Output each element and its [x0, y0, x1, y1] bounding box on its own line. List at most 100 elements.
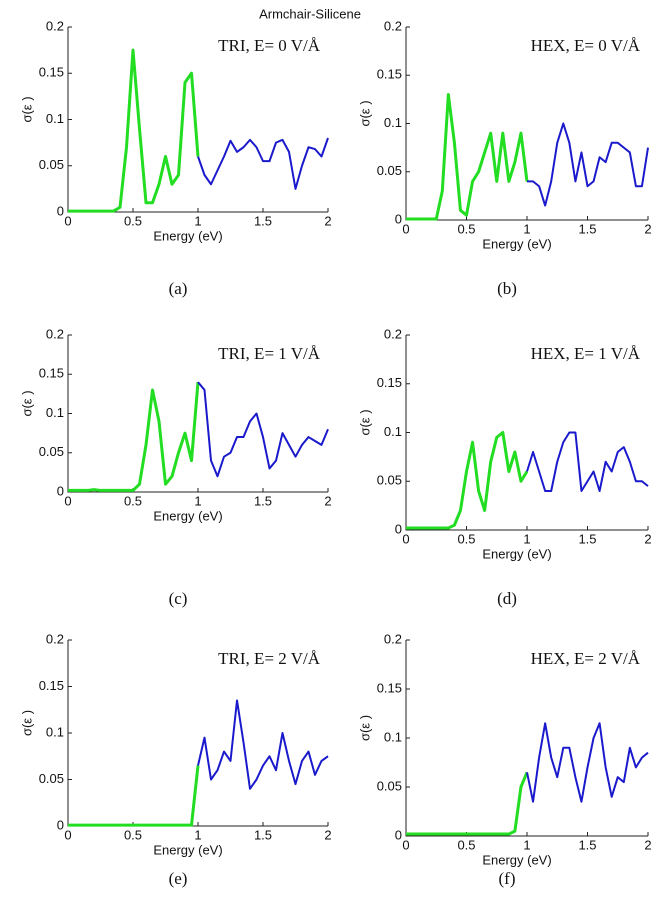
y-tick-label: 0.15: [39, 366, 64, 381]
y-tick-label: 0.05: [377, 778, 402, 793]
data-line: [68, 48, 200, 213]
data-line: [68, 765, 200, 827]
y-tick-label: 0.05: [377, 163, 402, 178]
x-tick-label: 2: [324, 493, 331, 508]
x-tick-label: 2: [324, 213, 331, 228]
data-line: [526, 431, 649, 492]
x-tick-label: 1.5: [578, 531, 596, 546]
x-tick-label: 2: [324, 827, 331, 842]
y-axis-label: σ(ε ): [19, 710, 34, 736]
y-tick-label: 0.1: [46, 724, 64, 739]
y-tick-label: 0: [395, 211, 402, 226]
x-tick-label: 1: [194, 213, 201, 228]
x-tick-label: 1.5: [254, 493, 272, 508]
x-tick-label: 2: [644, 531, 651, 546]
x-tick-label: 1: [194, 493, 201, 508]
y-tick-label: 0.15: [39, 678, 64, 693]
x-axis-label: Energy (eV): [482, 852, 551, 867]
x-tick-label: 0.5: [124, 213, 142, 228]
x-axis-label: Energy (eV): [482, 236, 551, 251]
x-tick-label: 0.5: [124, 493, 142, 508]
x-tick-label: 0: [64, 827, 71, 842]
panel-caption: (b): [497, 279, 517, 298]
y-tick-label: 0.05: [377, 473, 402, 488]
x-tick-label: 1.5: [254, 213, 272, 228]
x-tick-label: 1: [194, 827, 201, 842]
x-tick-label: 0: [64, 213, 71, 228]
data-line: [197, 137, 329, 190]
panel-annotation: HEX, E= 0 V/Å: [531, 36, 641, 55]
x-tick-label: 1: [523, 531, 530, 546]
x-tick-label: 1.5: [578, 221, 596, 236]
x-tick-label: 0.5: [124, 827, 142, 842]
data-line: [406, 771, 529, 836]
x-tick-label: 0.5: [457, 837, 475, 852]
x-tick-label: 1.5: [254, 827, 272, 842]
y-tick-label: 0: [57, 203, 64, 218]
x-tick-label: 0: [402, 531, 409, 546]
panel-annotation: TRI, E= 0 V/Å: [218, 36, 321, 55]
data-line: [406, 431, 529, 530]
panel-caption: (a): [169, 279, 188, 298]
y-axis-label: σ(ε ): [357, 715, 372, 741]
x-tick-label: 2: [644, 837, 651, 852]
y-tick-label: 0.1: [384, 424, 402, 439]
y-tick-label: 0.2: [384, 326, 402, 341]
y-axis-label: σ(ε ): [357, 100, 372, 126]
x-tick-label: 0.5: [457, 531, 475, 546]
x-tick-label: 2: [644, 221, 651, 236]
panel-caption: (e): [169, 869, 188, 888]
data-line: [526, 722, 649, 803]
y-tick-label: 0.1: [384, 729, 402, 744]
panel-annotation: TRI, E= 1 V/Å: [218, 344, 321, 363]
y-tick-label: 0.15: [39, 65, 64, 80]
panel-caption: (d): [497, 589, 517, 608]
axes: [405, 640, 648, 837]
y-tick-label: 0: [395, 521, 402, 536]
y-tick-label: 0.05: [39, 444, 64, 459]
y-tick-label: 0.2: [46, 326, 64, 341]
y-tick-label: 0.2: [46, 18, 64, 33]
x-axis-label: Energy (eV): [153, 842, 222, 857]
data-line: [406, 93, 529, 221]
y-axis-label: σ(ε ): [357, 409, 372, 435]
y-tick-label: 0.2: [384, 18, 402, 33]
axes: [405, 335, 648, 531]
y-tick-label: 0.15: [377, 680, 402, 695]
x-axis-label: Energy (eV): [482, 546, 551, 561]
y-tick-label: 0.05: [39, 157, 64, 172]
x-tick-label: 0: [402, 837, 409, 852]
panel-caption: (f): [499, 869, 516, 888]
x-tick-label: 1.5: [578, 837, 596, 852]
y-tick-label: 0.1: [46, 111, 64, 126]
y-tick-label: 0.1: [384, 115, 402, 130]
y-tick-label: 0.2: [46, 631, 64, 646]
panel-annotation: TRI, E= 2 V/Å: [218, 649, 321, 668]
x-axis-label: Energy (eV): [153, 508, 222, 523]
y-tick-label: 0.05: [39, 771, 64, 786]
panel-annotation: HEX, E= 2 V/Å: [531, 649, 641, 668]
x-tick-label: 1: [523, 837, 530, 852]
panel-caption: (c): [169, 589, 188, 608]
y-tick-label: 0: [57, 817, 64, 832]
data-line: [197, 699, 329, 790]
y-tick-label: 0.2: [384, 631, 402, 646]
x-axis-label: Energy (eV): [153, 228, 222, 243]
y-tick-label: 0.1: [46, 405, 64, 420]
x-tick-label: 0.5: [457, 221, 475, 236]
y-tick-label: 0.15: [377, 67, 402, 82]
x-tick-label: 1: [523, 221, 530, 236]
figure-title: Armchair-Silicene: [259, 6, 361, 21]
y-tick-label: 0: [395, 827, 402, 842]
data-line: [197, 381, 329, 478]
y-tick-label: 0.15: [377, 375, 402, 390]
x-tick-label: 0: [402, 221, 409, 236]
data-line: [527, 122, 649, 207]
data-line: [68, 381, 200, 492]
y-axis-label: σ(ε ): [19, 390, 34, 416]
x-tick-label: 0: [64, 493, 71, 508]
y-axis-label: σ(ε ): [19, 96, 34, 122]
panel-annotation: HEX, E= 1 V/Å: [531, 344, 641, 363]
y-tick-label: 0: [57, 483, 64, 498]
